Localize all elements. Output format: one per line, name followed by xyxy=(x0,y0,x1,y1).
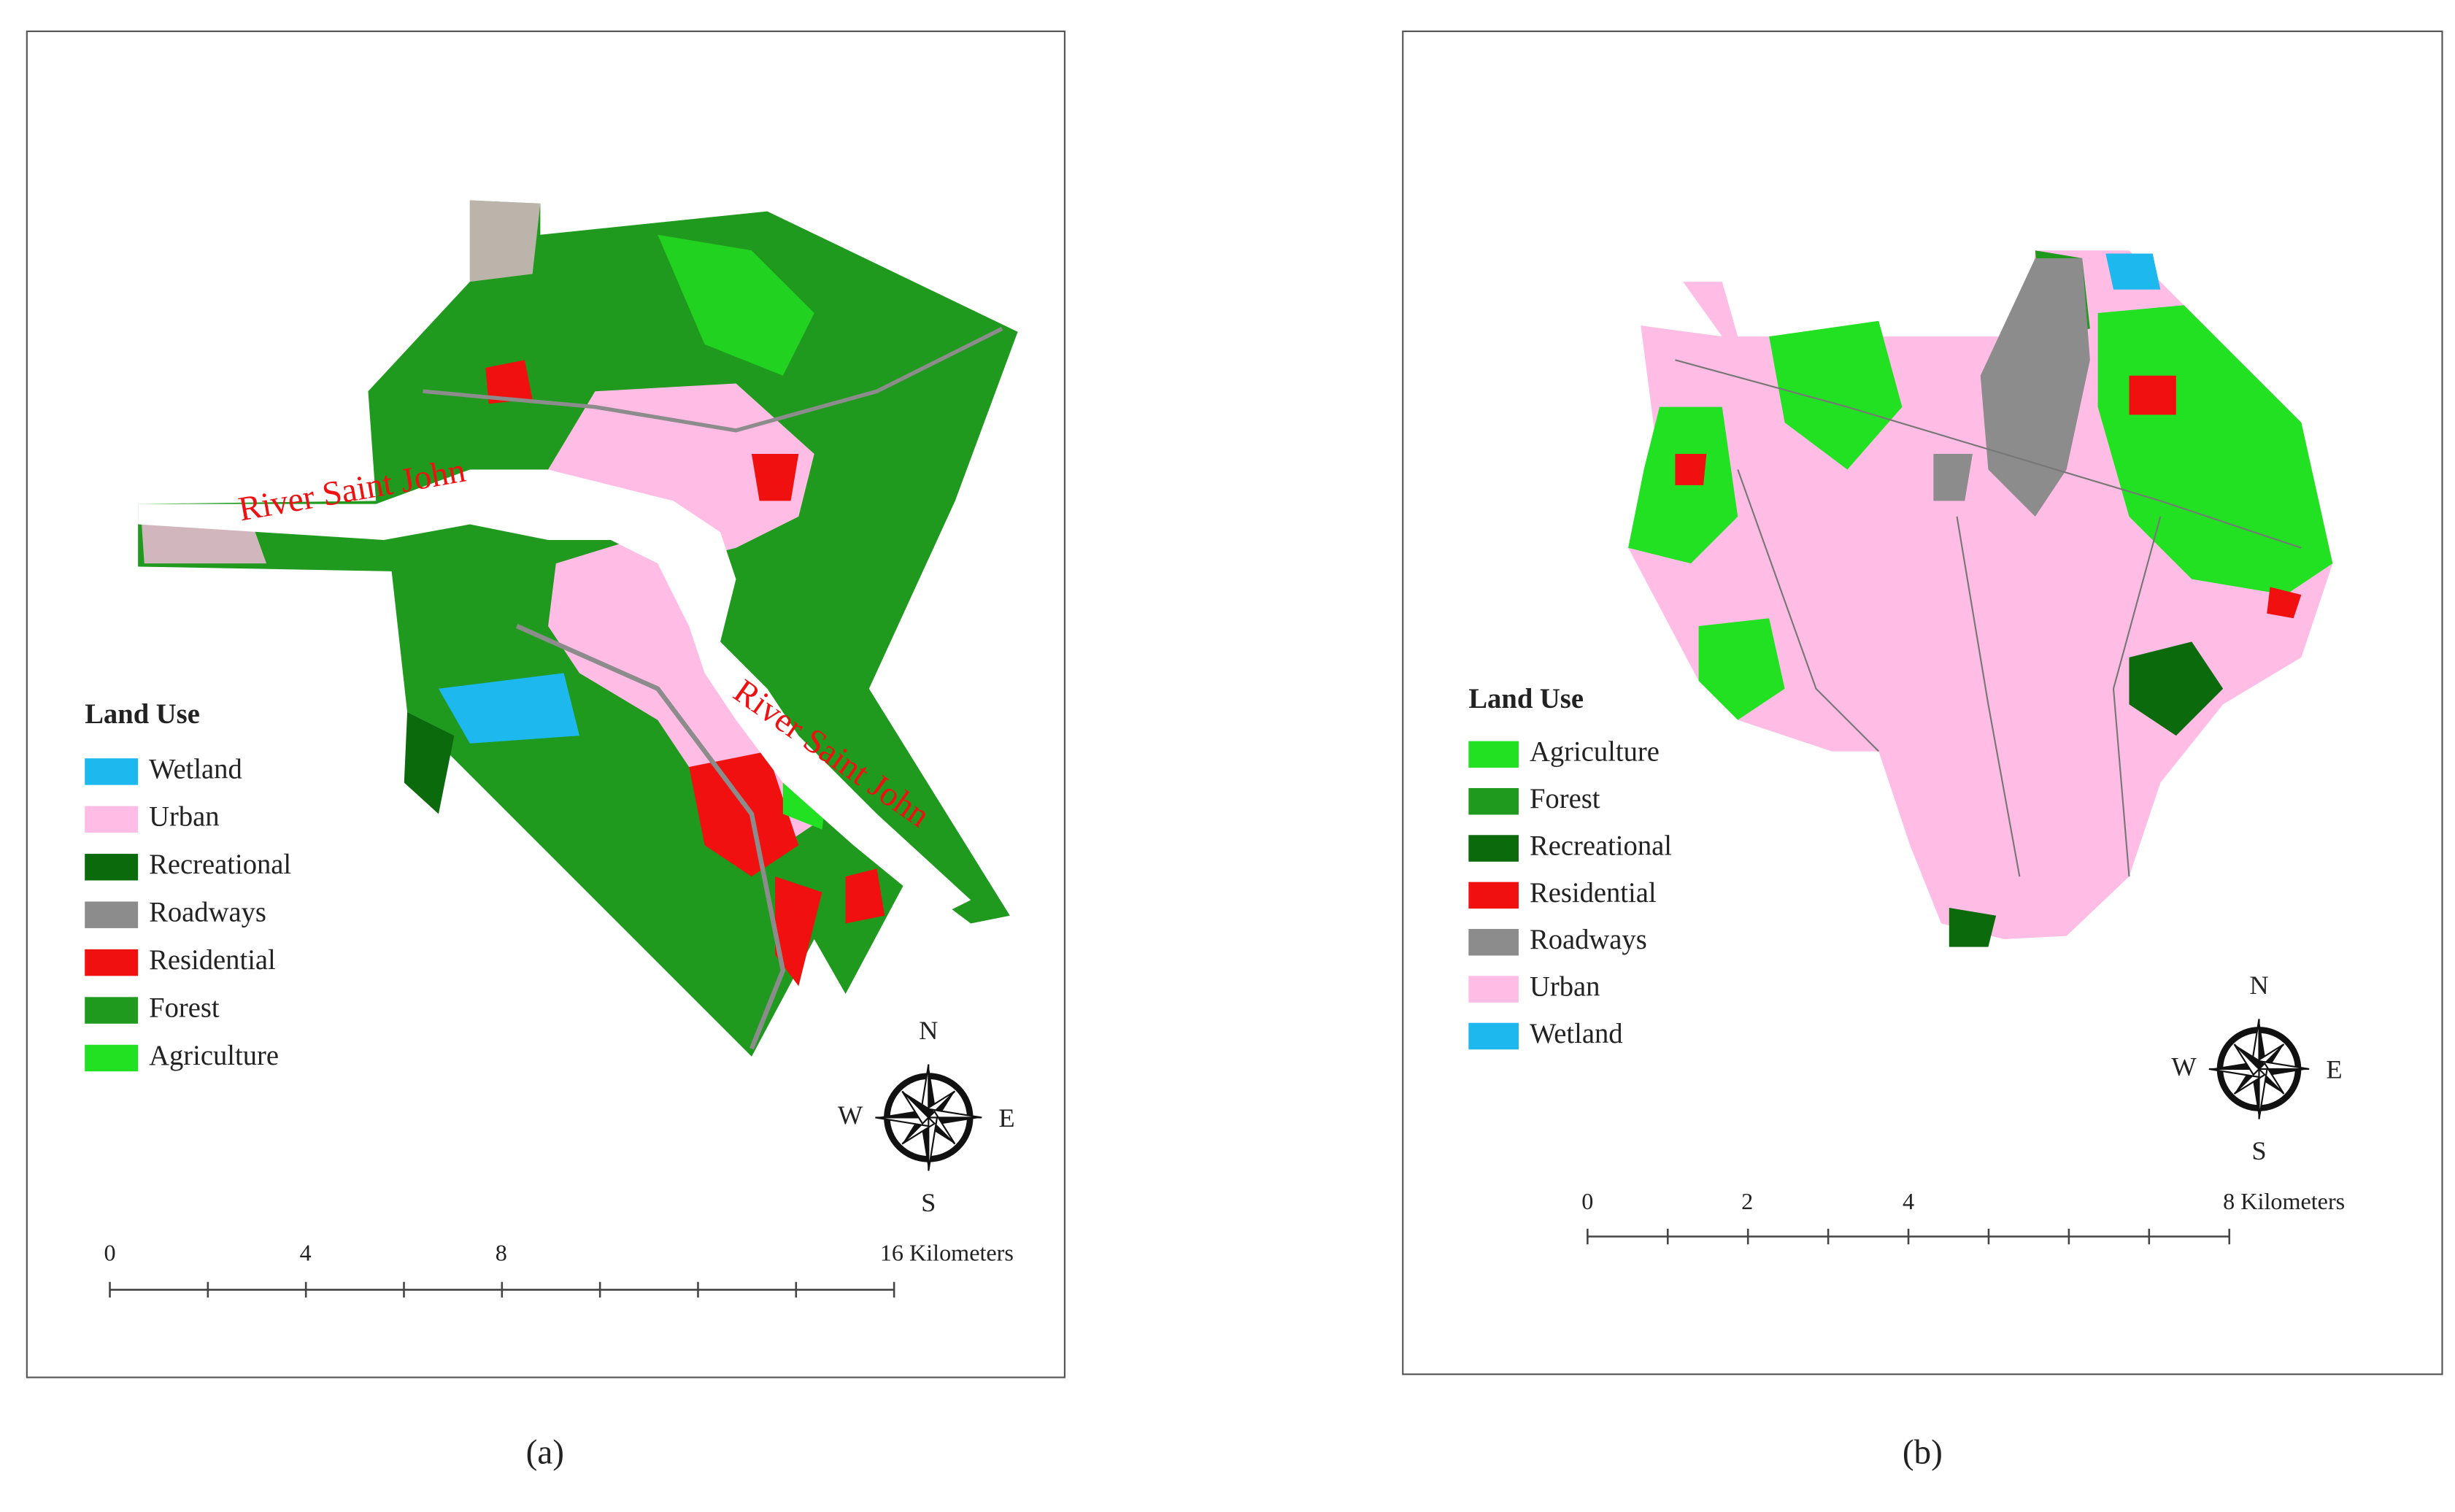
legend-swatch xyxy=(85,758,139,785)
map-b xyxy=(1628,250,2333,947)
agriculture-area xyxy=(1698,618,1785,720)
roadway xyxy=(423,327,1003,433)
compass-point xyxy=(2234,1044,2265,1069)
compass-s: S xyxy=(2251,1136,2266,1165)
compass-point xyxy=(928,1064,937,1118)
compass-n: N xyxy=(2249,971,2268,1000)
legend-swatch xyxy=(85,949,139,976)
compass-e: E xyxy=(2326,1055,2342,1084)
legend-label: Residential xyxy=(149,945,276,976)
residential-area xyxy=(689,751,799,877)
wetland-area xyxy=(438,673,579,744)
residential-area xyxy=(485,360,533,404)
legend-label: Roadways xyxy=(1530,925,1647,955)
compass-n: N xyxy=(919,1016,938,1045)
compass-w: W xyxy=(2171,1052,2197,1081)
legend-swatch xyxy=(85,1044,139,1072)
legend-label: Urban xyxy=(149,802,219,833)
agriculture-area xyxy=(658,234,814,376)
legend-swatch xyxy=(1468,882,1519,909)
legend-swatch xyxy=(1468,929,1519,956)
residential-area xyxy=(845,868,885,924)
legend-title: Land Use xyxy=(85,699,200,730)
roadway xyxy=(515,624,786,1050)
legend-swatch xyxy=(1468,1022,1519,1050)
legend-label: Agriculture xyxy=(149,1041,279,1071)
compass-point xyxy=(928,1117,982,1127)
compass-rose xyxy=(875,1064,982,1171)
panel-label: (a) xyxy=(526,1434,564,1472)
legend-label: Recreational xyxy=(1530,830,1672,861)
scale-label: 2 xyxy=(1741,1188,1753,1214)
roadway-area xyxy=(1933,454,1973,501)
legend-swatch xyxy=(1468,835,1519,862)
residential-area xyxy=(775,876,822,987)
scale-label: 16 Kilometers xyxy=(880,1240,1014,1266)
legend-swatch xyxy=(1468,741,1519,768)
scale-label: 0 xyxy=(104,1240,115,1266)
urban-area xyxy=(469,200,541,282)
wetland-area xyxy=(2105,253,2161,290)
legend-label: Urban xyxy=(1530,971,1600,1002)
roadway xyxy=(2112,516,2162,877)
compass-point xyxy=(2208,1068,2260,1079)
legend-label: Roadways xyxy=(149,898,266,928)
legend-swatch xyxy=(1468,787,1519,815)
compass-point xyxy=(875,1108,929,1118)
residential-area xyxy=(1675,454,1707,485)
legend-swatch xyxy=(85,997,139,1024)
agriculture-area xyxy=(1769,320,1903,470)
compass-point xyxy=(928,1116,939,1171)
legend-label: Wetland xyxy=(149,754,242,784)
roadway-area xyxy=(1980,258,2090,517)
recreational-area xyxy=(404,711,455,814)
legend-label: Residential xyxy=(1530,878,1657,909)
legend-swatch xyxy=(1468,976,1519,1003)
legend-label: Recreational xyxy=(149,849,291,880)
roadway xyxy=(1956,516,2021,877)
compass-point xyxy=(875,1116,930,1127)
recreational-area xyxy=(2129,641,2224,736)
roadway xyxy=(1737,469,1880,752)
map-a xyxy=(138,200,1018,1057)
compass-point xyxy=(901,1090,930,1125)
residential-area xyxy=(2129,375,2176,415)
roadway xyxy=(1675,359,2302,549)
compass-point xyxy=(2233,1044,2261,1076)
river xyxy=(138,469,971,916)
legend-label: Wetland xyxy=(1530,1019,1623,1049)
residential-area xyxy=(2267,587,2302,619)
scale-label: 4 xyxy=(1903,1188,1914,1214)
scale-label: 0 xyxy=(1581,1188,1593,1214)
legend-label: Forest xyxy=(1530,784,1600,814)
compass-point xyxy=(920,1117,929,1171)
compass-s: S xyxy=(921,1188,936,1217)
legend-label: Agriculture xyxy=(1530,737,1660,768)
legend-title: Land Use xyxy=(1468,684,1584,714)
compass-point xyxy=(2259,1019,2267,1069)
compass-rose xyxy=(2208,1019,2310,1119)
residential-area xyxy=(751,454,799,501)
compass-e: E xyxy=(998,1103,1014,1133)
legend-swatch xyxy=(85,854,139,881)
legend-label: Forest xyxy=(149,992,220,1023)
compass-point xyxy=(2258,1068,2268,1119)
recreational-area xyxy=(1949,908,1997,947)
compass-w: W xyxy=(838,1100,863,1130)
scale-label: 8 xyxy=(496,1240,507,1266)
scale-label: 8 Kilometers xyxy=(2223,1188,2345,1214)
panel-label: (b) xyxy=(1903,1434,1943,1472)
legend-swatch xyxy=(85,806,139,833)
compass-point xyxy=(902,1091,935,1118)
scale-label: 4 xyxy=(300,1240,312,1266)
legend-swatch xyxy=(85,901,139,928)
